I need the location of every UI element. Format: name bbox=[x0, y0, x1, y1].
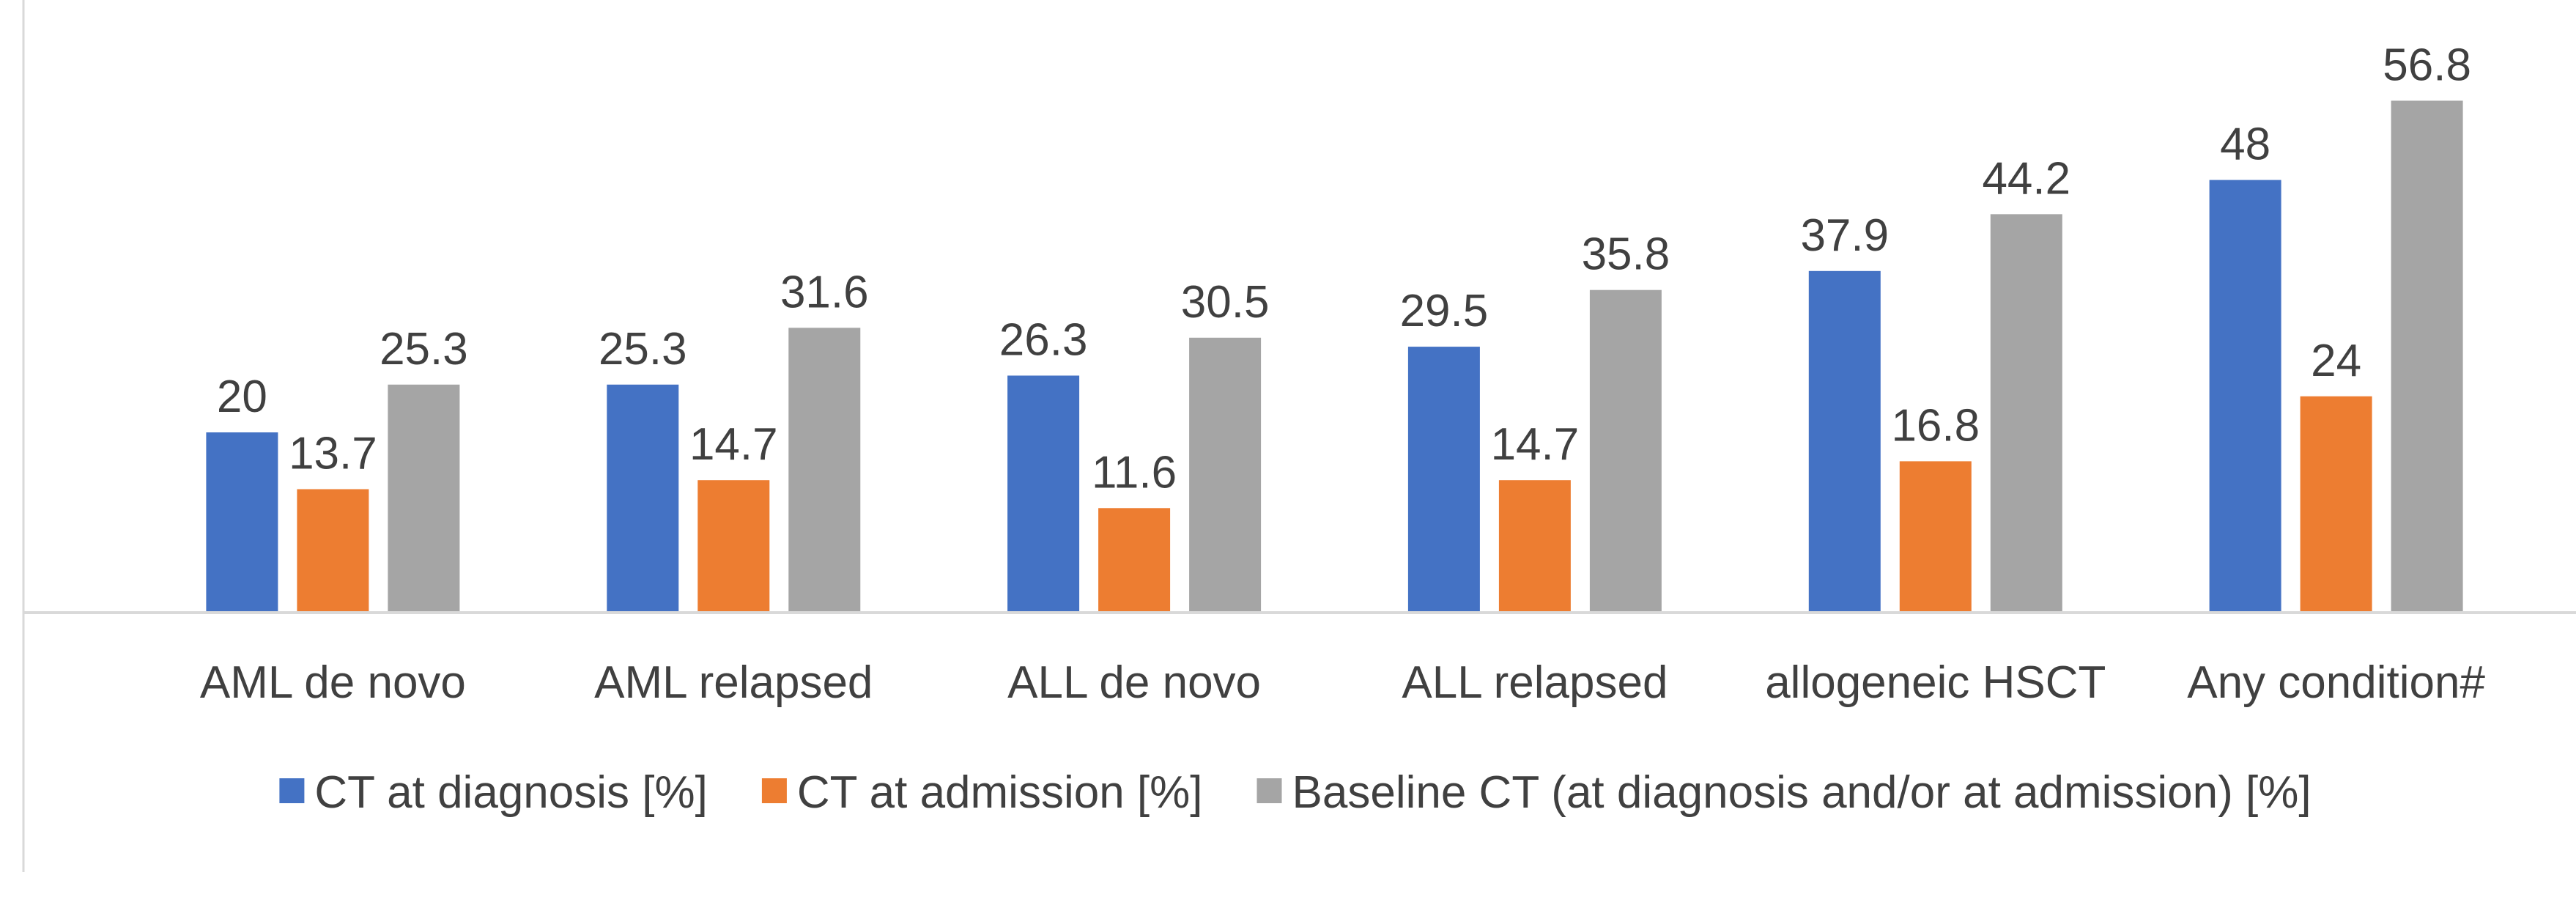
data-label-aml-de-novo-series-2: 13.7 bbox=[289, 429, 377, 479]
category-label-any-condition: Any condition# bbox=[2187, 657, 2485, 708]
data-label-aml-relapsed-series-2: 14.7 bbox=[689, 419, 778, 470]
bar-allogeneic-hsct-series-1 bbox=[1808, 270, 1881, 613]
category-label-allogeneic-hsct: allogeneic HSCT bbox=[1765, 657, 2106, 708]
legend-swatch-series-1 bbox=[279, 778, 305, 803]
legend-swatch-series-2 bbox=[761, 778, 787, 803]
data-label-any-condition-series-3: 56.8 bbox=[2383, 40, 2471, 90]
bar-all-relapsed-series-3 bbox=[1589, 289, 1662, 613]
category-label-aml-relapsed: AML relapsed bbox=[594, 657, 873, 708]
bar-aml-relapsed-series-1 bbox=[607, 384, 679, 613]
bar-aml-relapsed-series-2 bbox=[697, 480, 770, 613]
bar-allogeneic-hsct-series-2 bbox=[1899, 461, 1972, 613]
bar-any-condition-series-1 bbox=[2209, 180, 2281, 613]
bar-aml-relapsed-series-3 bbox=[788, 328, 861, 613]
bar-all-de-novo-series-1 bbox=[1007, 375, 1080, 613]
data-label-aml-de-novo-series-3: 25.3 bbox=[380, 324, 468, 374]
category-label-all-relapsed: ALL relapsed bbox=[1402, 657, 1668, 708]
data-label-all-de-novo-series-3: 30.5 bbox=[1181, 277, 1270, 328]
category-labels-layer: AML de novo AML relapsed ALL de novo ALL re… bbox=[200, 657, 2486, 708]
bar-all-relapsed-series-2 bbox=[1498, 480, 1571, 613]
category-label-aml-de-novo: AML de novo bbox=[200, 657, 466, 708]
data-label-all-de-novo-series-1: 26.3 bbox=[999, 315, 1088, 366]
data-label-aml-de-novo-series-1: 20 bbox=[217, 372, 267, 422]
bar-all-relapsed-series-1 bbox=[1407, 347, 1480, 613]
data-label-allogeneic-hsct-series-3: 44.2 bbox=[1982, 153, 2070, 204]
data-label-allogeneic-hsct-series-2: 16.8 bbox=[1891, 400, 1980, 451]
data-label-all-relapsed-series-2: 14.7 bbox=[1491, 419, 1580, 470]
data-label-any-condition-series-2: 24 bbox=[2311, 336, 2361, 386]
bar-all-de-novo-series-3 bbox=[1189, 337, 1262, 613]
bar-any-condition-series-3 bbox=[2391, 100, 2463, 613]
bar-aml-de-novo-series-2 bbox=[297, 489, 369, 613]
data-label-any-condition-series-1: 48 bbox=[2220, 119, 2270, 170]
bar-aml-de-novo-series-3 bbox=[388, 384, 460, 613]
bar-allogeneic-hsct-series-3 bbox=[1990, 214, 2062, 613]
bar-any-condition-series-2 bbox=[2300, 396, 2372, 613]
legend-label-series-3: Baseline CT (at diagnosis and/or at admi… bbox=[1292, 767, 2312, 818]
bars-layer bbox=[206, 100, 2463, 613]
data-label-allogeneic-hsct-series-1: 37.9 bbox=[1800, 210, 1889, 261]
bar-all-de-novo-series-2 bbox=[1098, 508, 1171, 613]
data-label-aml-relapsed-series-1: 25.3 bbox=[599, 324, 687, 374]
data-label-all-relapsed-series-1: 29.5 bbox=[1400, 286, 1489, 336]
legend-label-series-2: CT at admission [%] bbox=[797, 767, 1203, 818]
legend-label-series-1: CT at diagnosis [%] bbox=[314, 767, 707, 818]
bar-aml-de-novo-series-1 bbox=[206, 432, 278, 613]
legend-swatch-series-3 bbox=[1256, 778, 1282, 803]
category-label-all-de-novo: ALL de novo bbox=[1007, 657, 1261, 708]
legend: CT at diagnosis [%] CT at admission [%] Ba… bbox=[279, 767, 2312, 818]
data-label-all-relapsed-series-3: 35.8 bbox=[1582, 229, 1670, 280]
data-label-all-de-novo-series-2: 11.6 bbox=[1092, 447, 1177, 498]
data-label-aml-relapsed-series-3: 31.6 bbox=[780, 267, 869, 317]
